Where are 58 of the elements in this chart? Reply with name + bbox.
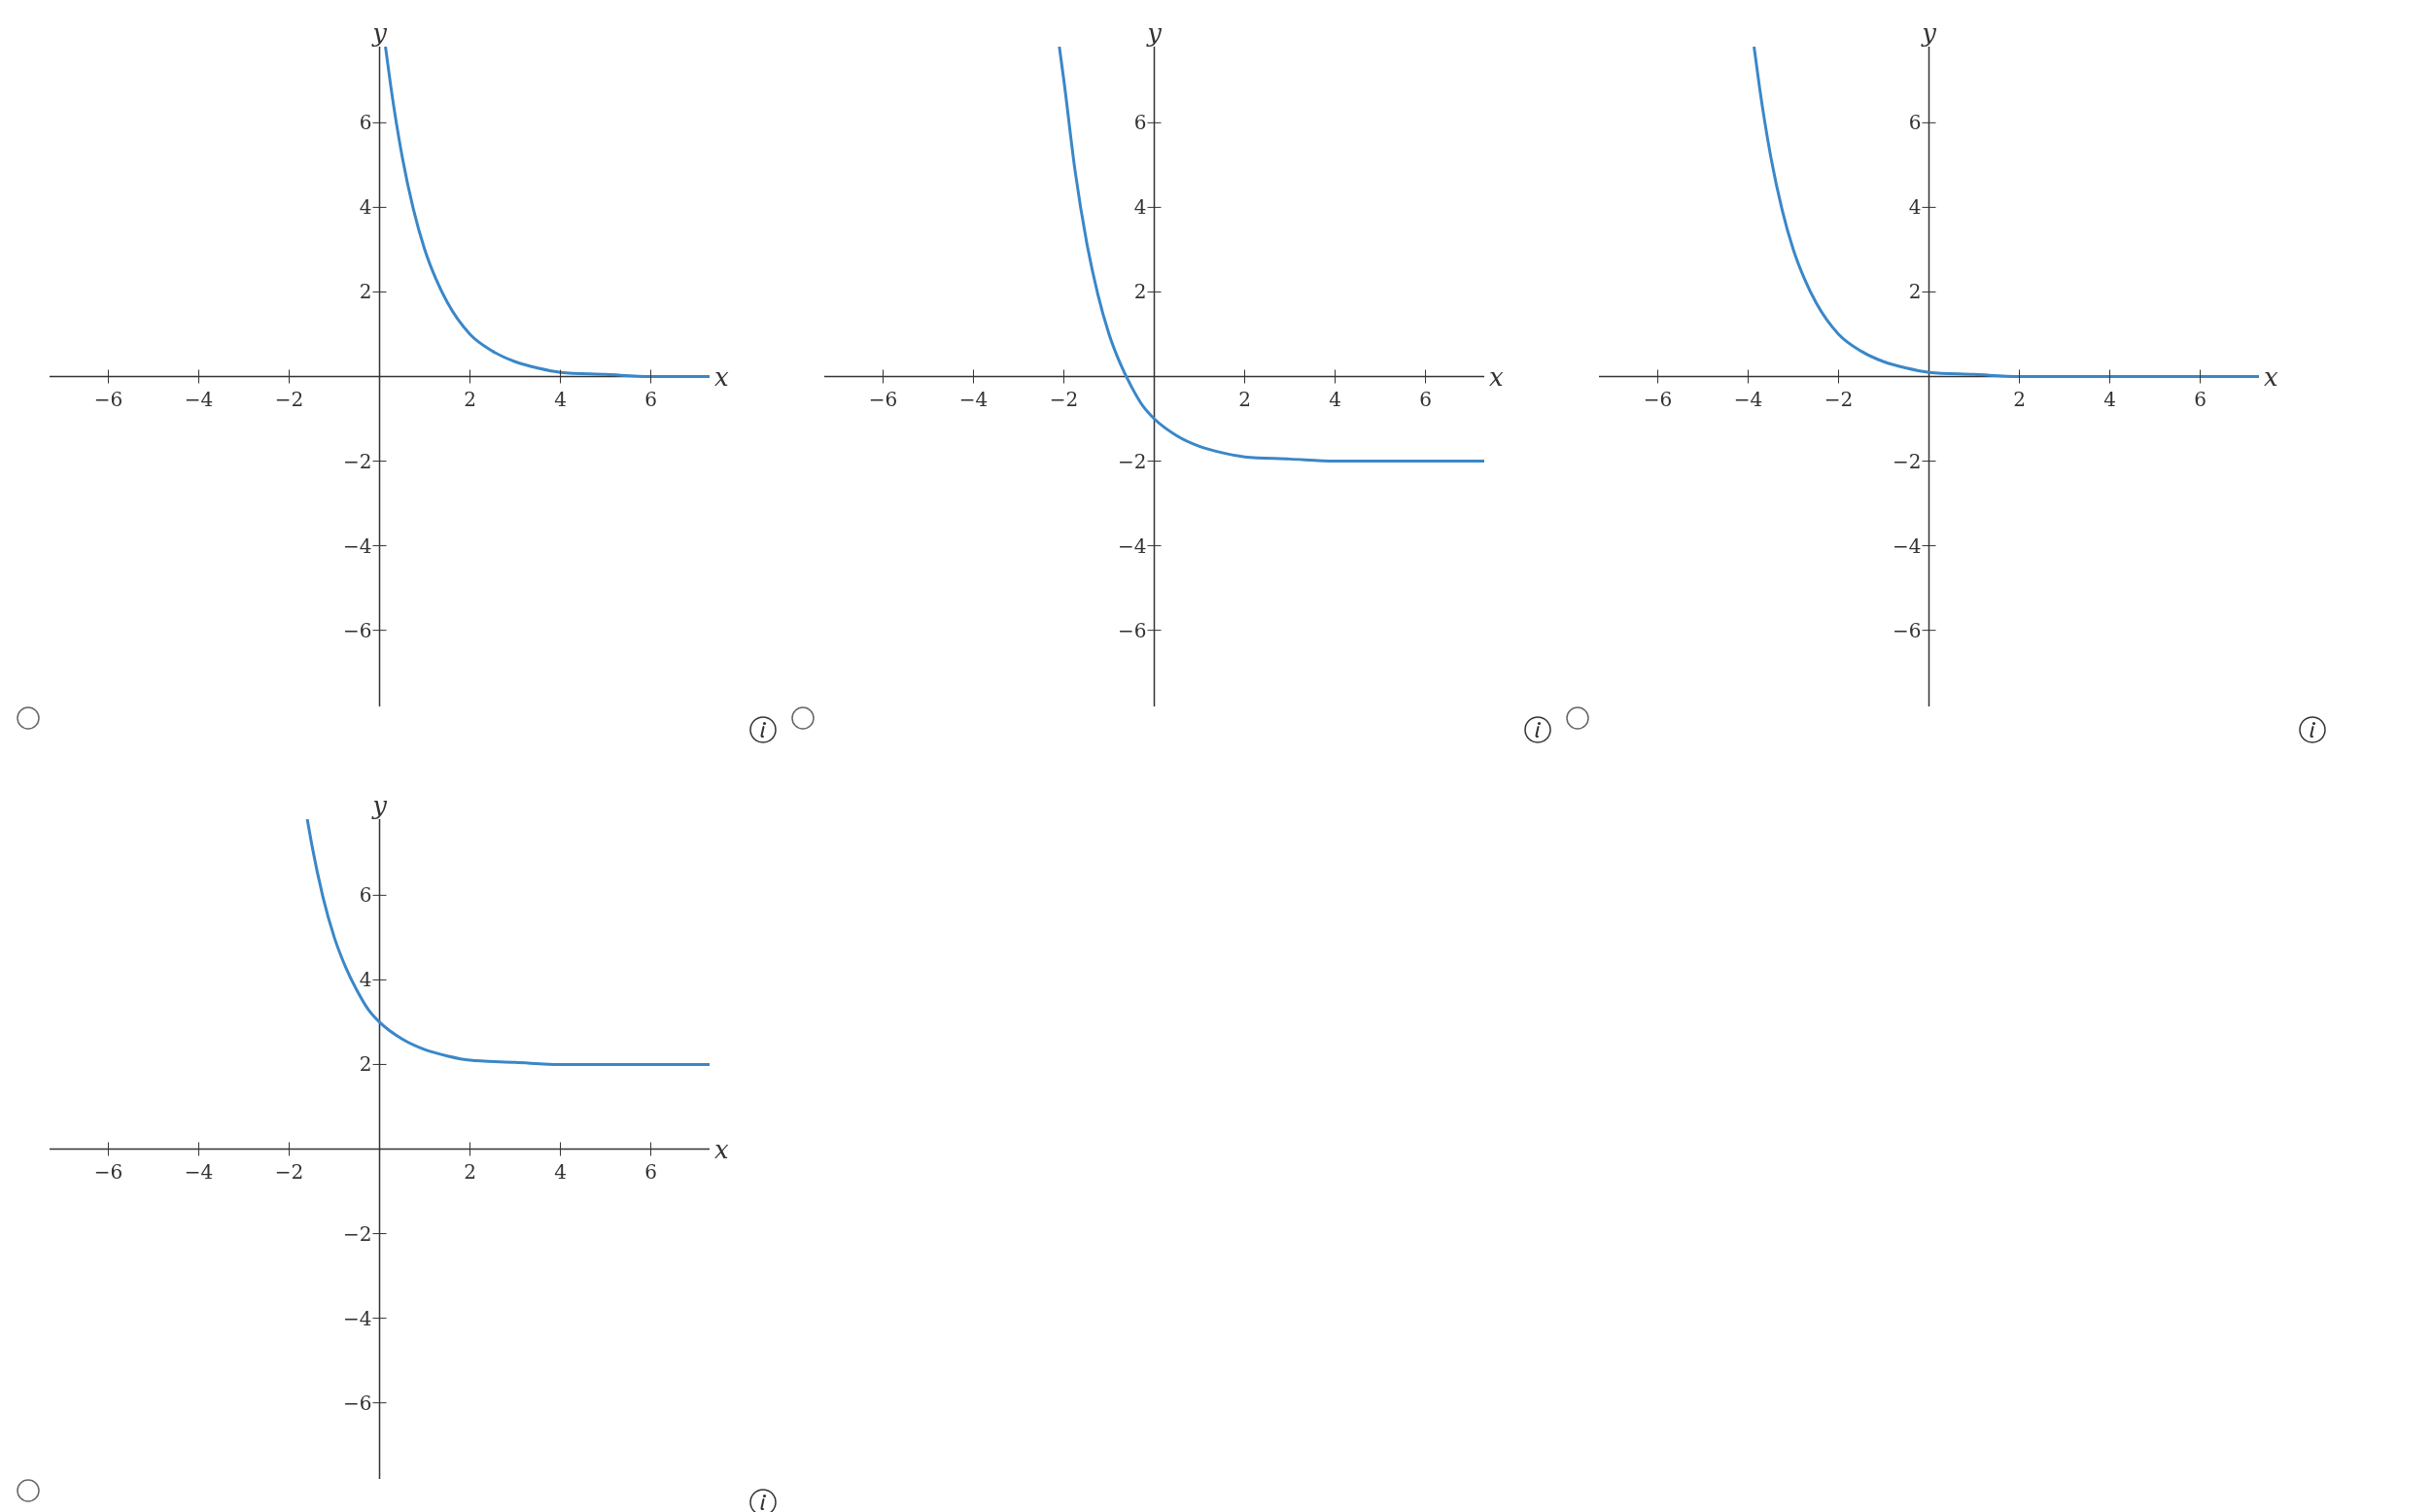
y-tick-label: −6 [1893, 618, 1922, 642]
x-tick-label: −6 [93, 1159, 123, 1184]
x-tick-label: 4 [554, 387, 567, 411]
line-series [384, 47, 710, 378]
x-axis-title: x [714, 361, 729, 392]
x-tick-label: −2 [274, 1159, 304, 1184]
y-axis-title: y [371, 791, 388, 820]
y-tick-label: 2 [359, 1052, 372, 1077]
y-axis-title: y [1146, 18, 1163, 48]
x-axis-title: x [1489, 361, 1504, 392]
x-tick-label: −6 [1643, 387, 1673, 411]
x-tick-label: −4 [958, 387, 989, 411]
x-tick-label: 2 [464, 387, 476, 411]
y-tick-label: −6 [343, 1391, 372, 1415]
y-tick-label: 2 [1908, 280, 1922, 304]
line-series [1753, 47, 2259, 378]
x-tick-label: 2 [2013, 387, 2026, 411]
y-tick-label: 6 [1133, 111, 1147, 135]
x-axis-title: x [714, 1134, 729, 1164]
y-tick-label: 4 [1908, 195, 1922, 220]
x-tick-label: −4 [184, 387, 214, 411]
x-tick-label: 4 [1329, 387, 1341, 411]
y-tick-label: −2 [343, 449, 372, 473]
y-tick-label: −4 [1118, 533, 1147, 558]
x-tick-label: −2 [1049, 387, 1079, 411]
x-tick-label: 2 [1238, 387, 1251, 411]
x-axis-title: x [2264, 361, 2278, 392]
y-tick-label: 2 [1133, 280, 1147, 304]
x-tick-label: 6 [644, 1159, 657, 1184]
x-tick-label: 6 [1419, 387, 1432, 411]
y-tick-label: −4 [343, 533, 372, 558]
y-tick-label: −2 [1893, 449, 1922, 473]
y-tick-label: 6 [359, 883, 372, 908]
x-tick-label: −2 [1824, 387, 1854, 411]
y-tick-label: −6 [1118, 618, 1147, 642]
y-tick-label: −4 [343, 1306, 372, 1330]
x-tick-label: −6 [868, 387, 898, 411]
y-axis-title: y [371, 18, 388, 48]
y-tick-label: −2 [1118, 449, 1147, 473]
y-tick-label: −6 [343, 618, 372, 642]
y-tick-label: 4 [1133, 195, 1147, 220]
x-tick-label: 6 [644, 387, 657, 411]
y-tick-label: 6 [1908, 111, 1922, 135]
x-tick-label: 4 [554, 1159, 567, 1184]
x-tick-label: −6 [93, 387, 123, 411]
x-tick-label: −2 [274, 387, 304, 411]
y-tick-label: −2 [343, 1221, 372, 1246]
x-tick-label: 4 [2103, 387, 2116, 411]
y-tick-label: 6 [359, 111, 372, 135]
x-tick-label: 2 [464, 1159, 476, 1184]
x-tick-label: −4 [1733, 387, 1763, 411]
y-tick-label: 4 [359, 968, 372, 992]
y-tick-label: −4 [1893, 533, 1922, 558]
y-tick-label: 4 [359, 195, 372, 220]
x-tick-label: 6 [2194, 387, 2206, 411]
x-tick-label: −4 [184, 1159, 214, 1184]
y-tick-label: 2 [359, 280, 372, 304]
y-axis-title: y [1921, 18, 1937, 48]
